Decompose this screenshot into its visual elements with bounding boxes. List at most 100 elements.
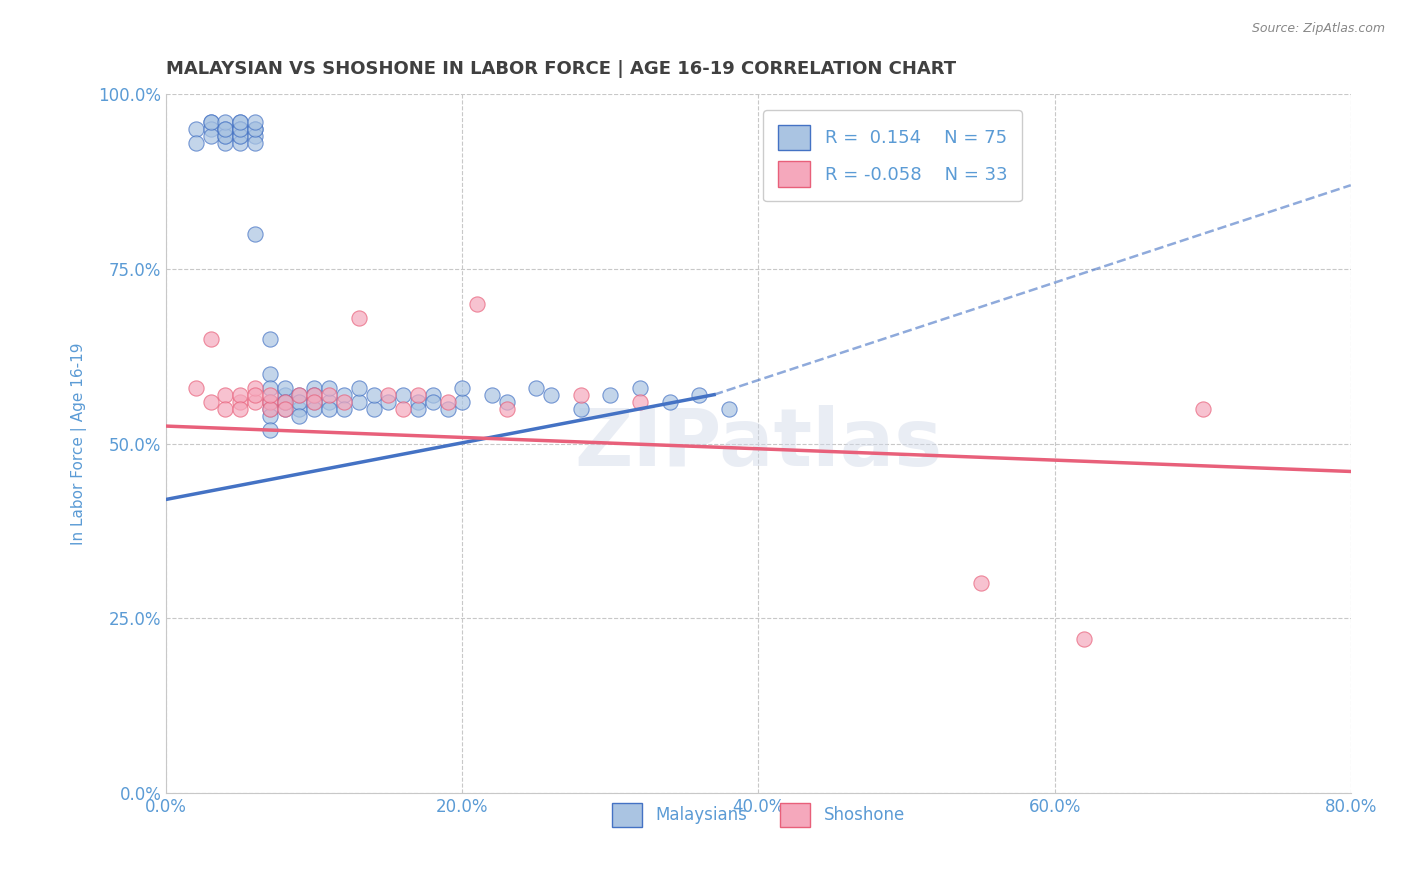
Point	[259, 394, 281, 409]
Point	[214, 129, 236, 144]
Point	[392, 387, 415, 401]
Point	[422, 387, 444, 401]
Point	[304, 401, 326, 416]
Text: Source: ZipAtlas.com: Source: ZipAtlas.com	[1251, 22, 1385, 36]
Point	[273, 401, 295, 416]
Point	[243, 394, 266, 409]
Point	[243, 115, 266, 129]
Point	[200, 115, 222, 129]
Point	[406, 394, 429, 409]
Point	[318, 381, 340, 395]
Point	[229, 122, 252, 136]
Point	[288, 387, 311, 401]
Point	[229, 394, 252, 409]
Point	[318, 401, 340, 416]
Point	[495, 401, 517, 416]
Point	[288, 394, 311, 409]
Point	[628, 381, 651, 395]
Point	[717, 401, 740, 416]
Point	[392, 401, 415, 416]
Point	[229, 401, 252, 416]
Point	[333, 394, 356, 409]
Point	[569, 401, 592, 416]
Point	[200, 332, 222, 346]
Point	[599, 387, 621, 401]
Point	[214, 122, 236, 136]
Point	[184, 136, 207, 151]
Point	[229, 122, 252, 136]
Point	[229, 115, 252, 129]
Point	[214, 122, 236, 136]
Point	[377, 387, 399, 401]
Point	[200, 122, 222, 136]
Point	[288, 387, 311, 401]
Point	[229, 387, 252, 401]
Point	[200, 129, 222, 144]
Point	[481, 387, 503, 401]
Point	[347, 394, 370, 409]
Point	[243, 136, 266, 151]
Point	[273, 394, 295, 409]
Point	[1191, 401, 1213, 416]
Point	[243, 122, 266, 136]
Point	[229, 115, 252, 129]
Point	[288, 401, 311, 416]
Point	[436, 401, 458, 416]
Point	[569, 387, 592, 401]
Point	[214, 129, 236, 144]
Point	[540, 387, 562, 401]
Point	[259, 409, 281, 423]
Text: ZIPatlas: ZIPatlas	[575, 405, 942, 483]
Point	[969, 576, 991, 591]
Point	[273, 394, 295, 409]
Point	[259, 423, 281, 437]
Point	[436, 394, 458, 409]
Point	[628, 394, 651, 409]
Point	[259, 367, 281, 381]
Point	[259, 401, 281, 416]
Point	[214, 387, 236, 401]
Point	[259, 401, 281, 416]
Point	[229, 122, 252, 136]
Point	[363, 387, 385, 401]
Point	[304, 394, 326, 409]
Point	[406, 401, 429, 416]
Point	[214, 136, 236, 151]
Point	[214, 115, 236, 129]
Point	[273, 381, 295, 395]
Point	[273, 394, 295, 409]
Point	[318, 394, 340, 409]
Point	[318, 387, 340, 401]
Point	[347, 310, 370, 325]
Point	[214, 401, 236, 416]
Point	[243, 227, 266, 241]
Point	[243, 129, 266, 144]
Point	[259, 381, 281, 395]
Point	[273, 401, 295, 416]
Point	[333, 387, 356, 401]
Point	[259, 332, 281, 346]
Point	[273, 387, 295, 401]
Point	[451, 394, 474, 409]
Point	[288, 409, 311, 423]
Point	[259, 394, 281, 409]
Point	[422, 394, 444, 409]
Point	[243, 381, 266, 395]
Point	[465, 297, 488, 311]
Point	[184, 122, 207, 136]
Point	[524, 381, 547, 395]
Legend: Malaysians, Shoshone: Malaysians, Shoshone	[605, 797, 911, 833]
Point	[243, 387, 266, 401]
Point	[688, 387, 710, 401]
Point	[229, 136, 252, 151]
Point	[451, 381, 474, 395]
Point	[406, 387, 429, 401]
Point	[658, 394, 681, 409]
Point	[304, 381, 326, 395]
Text: MALAYSIAN VS SHOSHONE IN LABOR FORCE | AGE 16-19 CORRELATION CHART: MALAYSIAN VS SHOSHONE IN LABOR FORCE | A…	[166, 60, 956, 78]
Point	[1073, 632, 1095, 646]
Point	[229, 129, 252, 144]
Point	[243, 122, 266, 136]
Point	[259, 387, 281, 401]
Point	[184, 381, 207, 395]
